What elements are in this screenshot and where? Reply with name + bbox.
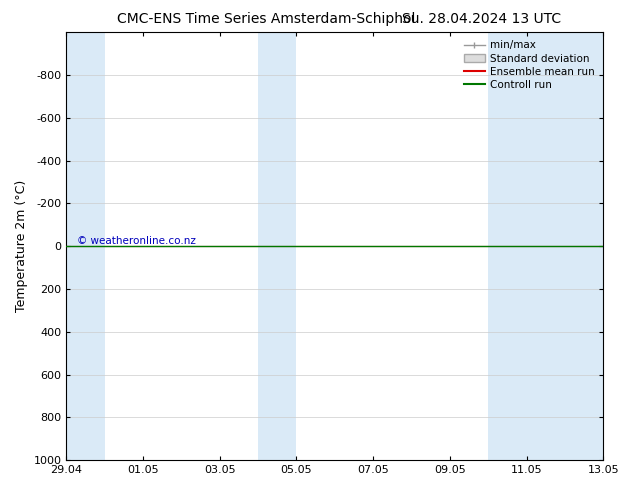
Legend: min/max, Standard deviation, Ensemble mean run, Controll run: min/max, Standard deviation, Ensemble me…: [461, 37, 598, 93]
Bar: [565, 32, 603, 460]
Text: © weatheronline.co.nz: © weatheronline.co.nz: [77, 236, 196, 246]
Y-axis label: Temperature 2m (°C): Temperature 2m (°C): [15, 180, 28, 312]
Bar: [258, 32, 297, 460]
Text: Su. 28.04.2024 13 UTC: Su. 28.04.2024 13 UTC: [403, 12, 561, 26]
Bar: [67, 32, 105, 460]
Bar: [488, 32, 565, 460]
Text: CMC-ENS Time Series Amsterdam-Schiphol: CMC-ENS Time Series Amsterdam-Schiphol: [117, 12, 415, 26]
